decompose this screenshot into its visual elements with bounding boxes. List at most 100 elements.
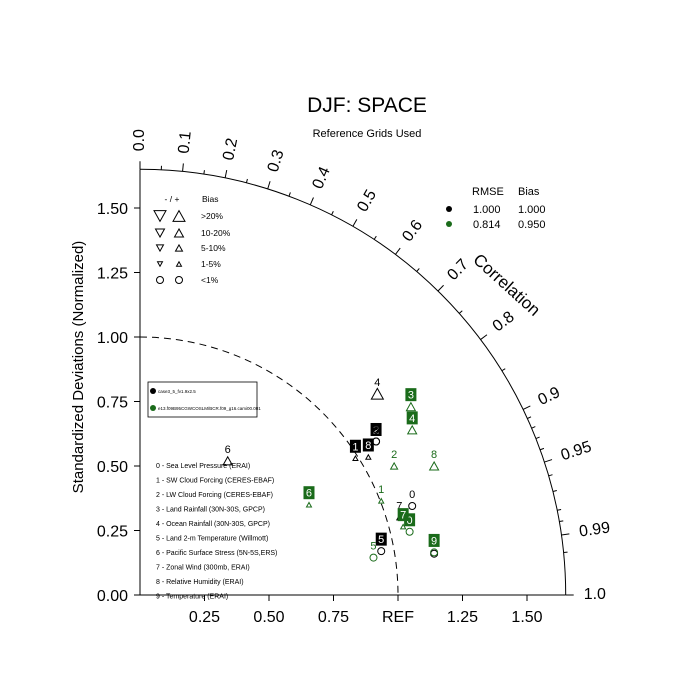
data-point-marker — [352, 454, 359, 462]
correlation-minor-tick — [527, 416, 532, 419]
bias-legend: - / + Bias >20% 10-20% 5-10% 1-5% <1% — [153, 194, 231, 285]
bias-legend-level: 1-5% — [201, 259, 221, 269]
correlation-tick — [352, 219, 358, 227]
y-tick-label: 1.00 — [97, 330, 128, 347]
correlation-tick — [480, 334, 488, 340]
data-point-marker — [364, 453, 372, 460]
correlation-tick-label: 0.2 — [220, 137, 241, 162]
data-point-marker — [399, 523, 407, 530]
correlation-tick — [267, 181, 271, 190]
bias-legend-down-triangle-icon — [156, 261, 164, 268]
data-point-label: 0 — [409, 489, 415, 501]
correlation-minor-tick — [539, 447, 545, 451]
data-point-marker — [428, 460, 440, 471]
data-point-label: 1 — [352, 441, 358, 453]
correlation-tick-label: 1.0 — [584, 586, 606, 603]
bias-legend-down-triangle-icon — [154, 228, 166, 239]
data-point-marker — [377, 497, 385, 504]
case-legend-label-0: case3_5_fv1.9x2.5 — [158, 389, 196, 394]
correlation-minor-tick — [288, 192, 291, 197]
variable-legend-item: 8 - Relative Humidity (ERAI) — [156, 579, 244, 586]
x-tick-label: 1.50 — [511, 609, 542, 626]
bias-legend-header: Bias — [202, 194, 219, 204]
correlation-tick — [522, 405, 531, 410]
data-point-label: 6 — [225, 444, 231, 456]
y-ticks: 0.00 0.25 0.50 0.75 1.00 1.25 1.50 — [97, 201, 140, 605]
data-point-label: 8 — [431, 449, 437, 461]
correlation-tick — [182, 163, 184, 172]
y-tick-label: 0.50 — [97, 459, 128, 476]
correlation-minor-tick — [416, 268, 420, 272]
x-tick-label: 0.25 — [189, 609, 220, 626]
data-point-label: 0 — [407, 515, 413, 527]
data-point-label: 5 — [378, 534, 384, 546]
variable-legend-item: 9 - Temperature (ERAI) — [156, 594, 228, 601]
data-point-marker — [389, 461, 399, 470]
data-point-label-box — [397, 508, 409, 522]
variable-legend-item: 6 - Pacific Surface Stress (5N-5S,ERS) — [156, 550, 277, 557]
bias-legend-up-triangle-icon — [174, 243, 184, 252]
data-point-label-box — [370, 422, 382, 436]
data-point-label: 7 — [396, 501, 402, 513]
bias-legend-circle-icon — [175, 276, 183, 284]
data-point-label: 8 — [365, 440, 371, 452]
correlation-minor-tick — [373, 235, 377, 240]
bias-legend-down-triangle-icon — [155, 244, 165, 253]
data-point-marker — [377, 547, 386, 556]
correlation-tick-label: 0.3 — [265, 148, 288, 174]
x-ticks: 0.25 0.50 0.75 REF 1.25 1.50 — [189, 595, 543, 626]
data-point-label-box — [349, 439, 361, 453]
rmse-bias-table: RMSE Bias 1.000 1.000 0.814 0.950 — [446, 186, 546, 231]
data-points: 01234567890123456789 — [222, 377, 440, 562]
data-point-marker — [369, 553, 378, 562]
data-point-label: 5 — [370, 541, 376, 553]
rmse-header: RMSE — [472, 186, 504, 198]
chart-title: DJF: SPACE — [307, 94, 427, 117]
rmse-row-1-marker — [446, 221, 452, 227]
correlation-tick-label: 0.95 — [559, 438, 594, 464]
correlation-tick-label: 0.1 — [176, 130, 195, 154]
x-tick-label: 0.75 — [318, 609, 349, 626]
data-point-label: 2 — [373, 424, 379, 436]
data-point-label-box — [362, 438, 374, 452]
y-tick-label: 0.75 — [97, 395, 128, 412]
correlation-tick-label: 0.7 — [444, 256, 472, 284]
y-tick-label: 1.50 — [97, 201, 128, 218]
correlation-minor-tick — [331, 211, 334, 216]
data-point-label-box — [406, 411, 418, 425]
rmse-row-0-rmse: 1.000 — [473, 204, 501, 216]
variable-legend-item: 7 - Zonal Wind (300mb, ERAI) — [156, 565, 250, 572]
chart-subtitle: Reference Grids Used — [313, 128, 422, 140]
rmse-row-1-bias: 0.950 — [518, 219, 546, 231]
bias-header: Bias — [518, 186, 540, 198]
bias-legend-sign-header: - / + — [165, 194, 180, 204]
data-point-marker — [405, 527, 414, 536]
correlation-minor-tick — [535, 436, 540, 439]
data-point-label-box — [404, 513, 416, 527]
correlation-tick — [544, 459, 553, 463]
correlation-minor-tick — [245, 178, 248, 183]
data-point-marker — [370, 387, 385, 400]
data-point-label: 7 — [400, 510, 406, 522]
bias-legend-level: 5-10% — [201, 243, 226, 253]
correlation-minor-tick — [548, 474, 553, 477]
data-point-label: 4 — [374, 377, 380, 389]
case-legend-label-1: e13.f09B95CGWCOSLM/BCR.f09_g16.cami00.00… — [158, 406, 261, 411]
data-point-label: 6 — [306, 488, 312, 500]
data-point-marker — [408, 501, 417, 510]
correlation-minor-tick — [501, 368, 506, 372]
case-legend-box — [147, 381, 258, 418]
data-point-label: 1 — [378, 484, 384, 496]
variable-legend-item: 0 - Sea Level Pressure (ERAI) — [156, 463, 250, 470]
bias-legend-level: <1% — [201, 275, 219, 285]
data-point-label-box — [375, 532, 387, 546]
correlation-minor-tick — [557, 509, 562, 511]
variable-legend: 0 - Sea Level Pressure (ERAI) 1 - SW Clou… — [156, 463, 277, 601]
data-point-marker — [305, 501, 313, 508]
y-tick-label: 1.25 — [97, 266, 128, 283]
correlation-tick-label: 0.8 — [490, 308, 518, 335]
data-point-label-box — [303, 486, 315, 500]
y-axis-label: Standardized Deviations (Normalized) — [70, 241, 87, 494]
correlation-arc — [139, 168, 567, 596]
variable-legend-item: 2 - LW Cloud Forcing (CERES-EBAF) — [156, 492, 273, 499]
